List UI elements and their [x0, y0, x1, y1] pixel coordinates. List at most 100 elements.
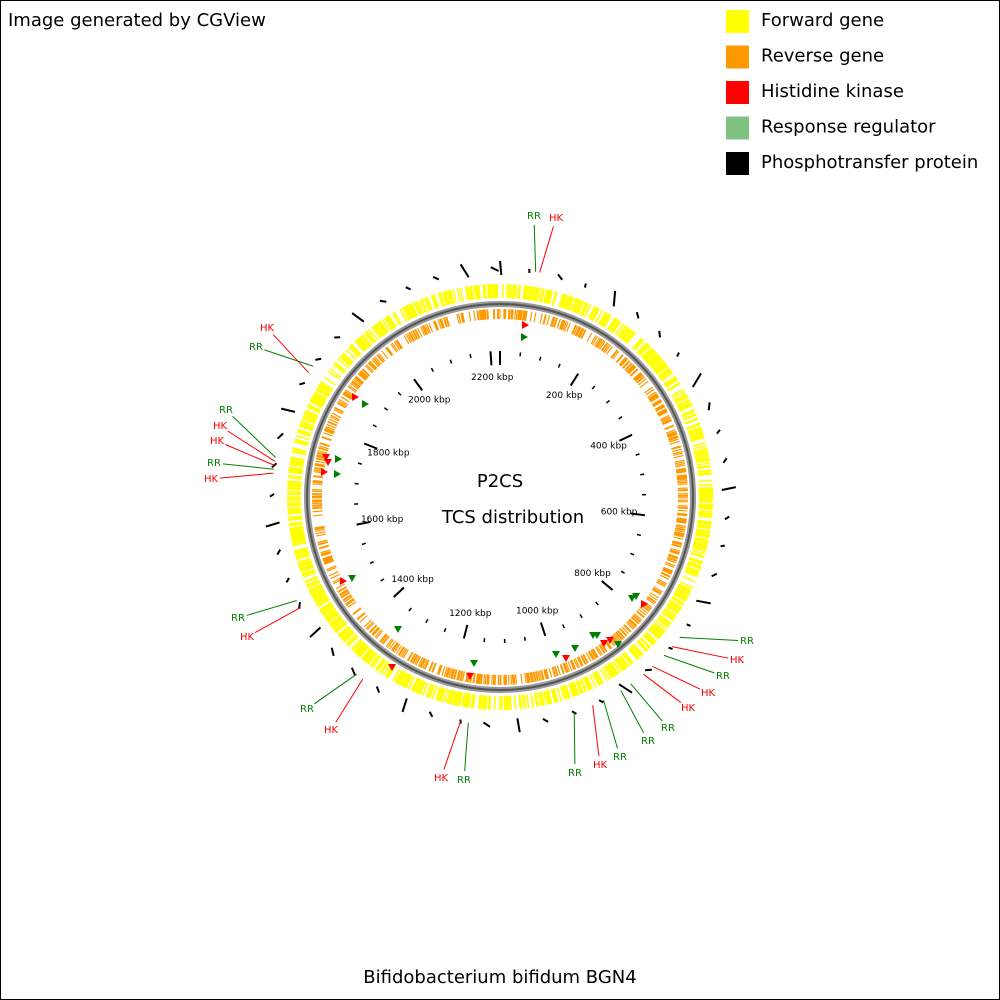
forward-gene: [697, 473, 712, 477]
forward-gene: [455, 691, 461, 706]
reverse-gene: [529, 672, 533, 683]
reverse-gene: [540, 669, 545, 680]
forward-gene: [317, 385, 331, 394]
reverse-gene: [515, 309, 518, 320]
forward-gene: [311, 396, 325, 405]
reverse-gene: [315, 533, 327, 537]
forward-gene: [369, 654, 380, 667]
reverse-gene: [671, 445, 682, 450]
forward-gene: [300, 565, 314, 573]
reverse-gene: [526, 672, 530, 683]
reverse-gene: [403, 335, 410, 345]
forward-gene: [695, 455, 710, 460]
scale-tick: [363, 442, 378, 450]
forward-gene: [341, 630, 354, 641]
forward-gene: [350, 343, 362, 356]
reverse-gene: [657, 408, 667, 415]
forward-gene: [380, 661, 390, 675]
forward-gene: [377, 659, 387, 672]
reverse-gene: [379, 633, 388, 643]
reverse-gene: [355, 375, 365, 384]
forward-gene: [302, 416, 316, 424]
forward-gene: [295, 434, 310, 441]
legend-swatch: [726, 45, 749, 69]
feature-tick: [724, 515, 730, 521]
scale-tick: [413, 378, 424, 391]
forward-gene: [625, 332, 637, 344]
forward-gene: [588, 306, 597, 320]
forward-gene: [642, 634, 654, 646]
forward-gene: [649, 356, 662, 368]
tcs-marker: [324, 459, 332, 466]
forward-gene: [293, 546, 308, 553]
reverse-gene: [635, 375, 645, 384]
reverse-gene: [667, 432, 678, 438]
forward-gene: [698, 515, 713, 519]
reverse-gene: [546, 315, 551, 326]
feature-tick: [499, 260, 503, 276]
forward-gene: [448, 690, 454, 705]
reverse-gene: [366, 622, 375, 631]
reverse-gene: [650, 396, 660, 403]
forward-gene: [368, 328, 379, 341]
scale-tick: [384, 407, 389, 411]
reverse-gene: [445, 316, 450, 327]
reverse-gene: [574, 658, 580, 668]
forward-gene: [651, 358, 664, 370]
reverse-gene: [569, 660, 575, 670]
forward-gene: [292, 447, 307, 453]
forward-gene: [523, 694, 527, 709]
reverse-gene: [354, 376, 364, 385]
forward-gene: [695, 458, 710, 463]
forward-gene: [489, 284, 493, 299]
forward-gene: [543, 289, 549, 304]
forward-gene: [355, 339, 367, 351]
forward-gene: [386, 315, 396, 329]
reverse-gene: [330, 573, 340, 580]
reverse-gene: [652, 588, 662, 595]
forward-gene: [295, 551, 309, 557]
forward-gene: [335, 622, 347, 634]
forward-gene: [523, 285, 527, 300]
reverse-gene: [321, 436, 332, 441]
reverse-gene: [484, 309, 487, 320]
reverse-gene: [623, 624, 632, 633]
forward-gene: [575, 680, 583, 695]
forward-gene: [698, 487, 713, 490]
reverse-gene: [314, 464, 325, 468]
forward-gene: [323, 608, 336, 618]
forward-gene: [464, 286, 469, 301]
reverse-gene: [379, 633, 387, 642]
reverse-gene: [612, 633, 621, 643]
tcs-marker: [614, 641, 622, 648]
reverse-gene: [312, 510, 323, 513]
reverse-gene: [349, 382, 359, 390]
reverse-gene: [597, 339, 605, 349]
reverse-gene: [669, 440, 680, 445]
forward-gene: [641, 347, 654, 359]
scale-label: 800 kbp: [574, 569, 611, 579]
forward-gene: [307, 581, 321, 589]
forward-gene: [310, 398, 324, 407]
forward-gene: [416, 679, 423, 694]
forward-gene: [664, 377, 678, 387]
reverse-gene: [539, 313, 543, 324]
forward-gene: [397, 671, 406, 685]
callout-line: [630, 683, 663, 722]
reverse-gene: [314, 526, 325, 530]
reverse-gene: [656, 581, 666, 588]
reverse-gene: [677, 478, 688, 481]
reverse-gene: [357, 612, 366, 621]
forward-gene: [289, 460, 305, 465]
forward-gene: [511, 284, 514, 299]
forward-gene: [689, 430, 703, 437]
reverse-gene: [657, 409, 668, 416]
reverse-gene: [433, 320, 439, 331]
forward-gene: [612, 321, 622, 334]
forward-gene: [612, 660, 622, 673]
reverse-gene: [571, 659, 577, 670]
reverse-gene: [346, 599, 355, 606]
feature-tick: [315, 357, 322, 361]
forward-gene: [287, 485, 302, 488]
reverse-gene: [351, 380, 361, 388]
